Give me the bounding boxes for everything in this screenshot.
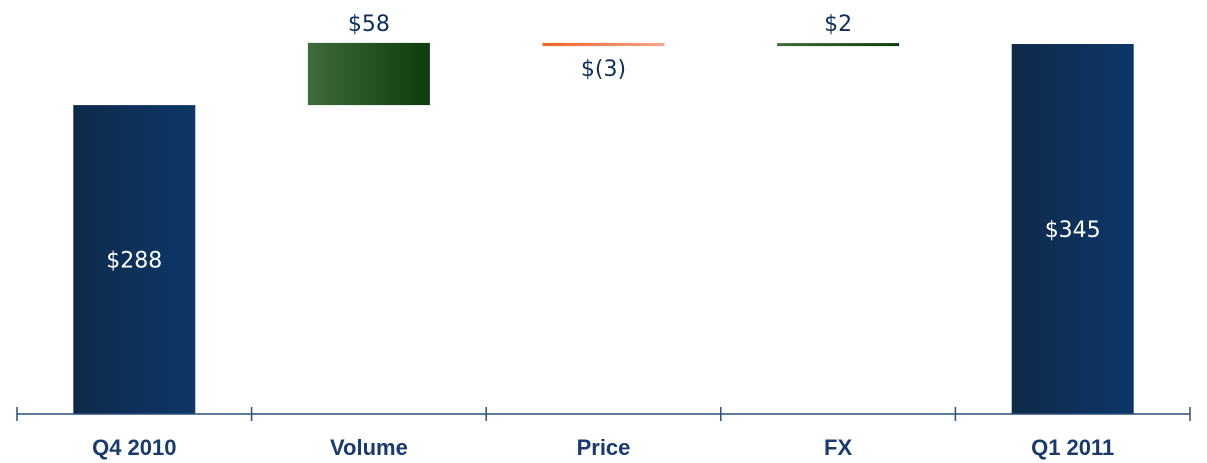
category-axis: Q4 2010 Volume Price FX Q1 2011 — [16, 407, 1191, 460]
bar-q1-2011 — [1011, 44, 1134, 414]
data-label: $2 — [824, 12, 852, 37]
data-label: $58 — [348, 12, 390, 37]
data-label: $288 — [106, 249, 162, 274]
bar-q4-2010 — [73, 105, 196, 414]
category-label: Price — [577, 435, 631, 460]
bar-fx — [777, 43, 900, 47]
bar-volume — [307, 42, 430, 106]
category-label: Volume — [330, 435, 408, 460]
category-label: Q4 2010 — [92, 435, 176, 460]
category-label: FX — [824, 435, 852, 460]
data-label: $345 — [1045, 218, 1101, 243]
bars-group — [73, 42, 1134, 414]
category-label: Q1 2011 — [1031, 435, 1114, 460]
data-label: $(3) — [581, 57, 626, 82]
bar-price — [542, 42, 665, 47]
labels-group: $288 $58 $(3) $2 $345 — [106, 12, 1100, 274]
